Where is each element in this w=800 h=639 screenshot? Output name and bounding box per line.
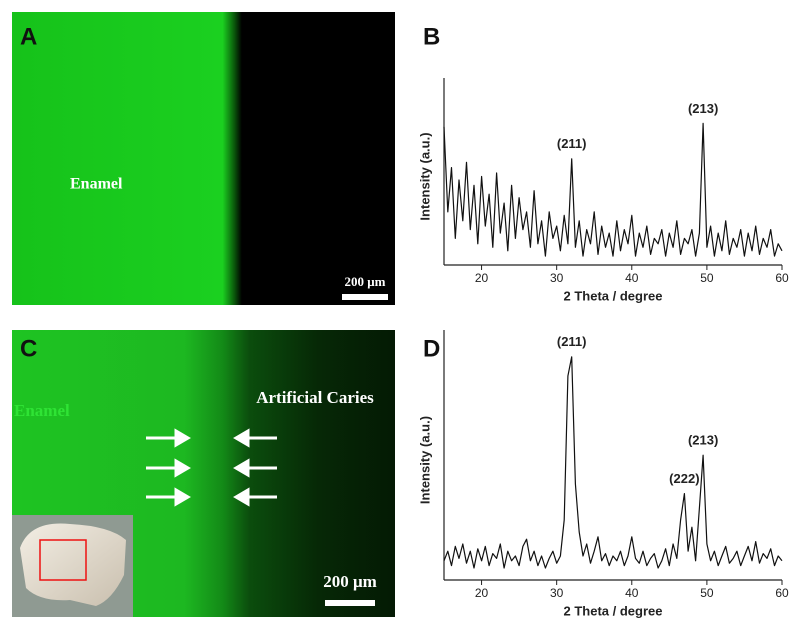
xrd-line [443,122,783,257]
x-tick-label: 30 [550,271,564,285]
peak-label: (222) [669,471,699,486]
x-tick-label: 50 [700,271,714,285]
panel-label: C [20,335,37,362]
region-label: Enamel [14,401,70,420]
region-label: Enamel [70,176,123,193]
scale-bar [325,600,375,606]
scale-label: 200 μm [345,274,386,289]
xrd-line [443,356,783,569]
x-tick-label: 30 [550,586,564,600]
y-axis-title: Intensity (a.u.) [417,416,432,504]
scale-label: 200 μm [323,572,377,591]
region-box [39,539,87,581]
panel-label: D [423,335,440,362]
tooth [20,523,126,606]
peak-label: (213) [688,101,718,116]
micrograph-a [12,12,395,305]
x-tick-label: 60 [775,271,789,285]
region-label: Artificial Caries [256,388,374,407]
panel-label: A [20,23,37,50]
x-tick-label: 40 [625,271,639,285]
x-tick-label: 20 [475,271,489,285]
x-axis-title: 2 Theta / degree [564,603,663,618]
peak-label: (211) [557,136,587,151]
x-axis-title: 2 Theta / degree [564,288,663,303]
peak-label: (213) [688,433,718,448]
x-tick-label: 50 [700,586,714,600]
x-tick-label: 40 [625,586,639,600]
peak-label: (211) [557,334,587,349]
y-axis-title: Intensity (a.u.) [417,132,432,220]
arrows [146,428,277,507]
panel-label: B [423,23,440,50]
x-tick-label: 60 [775,586,789,600]
scale-bar [342,294,388,300]
x-tick-label: 20 [475,586,489,600]
